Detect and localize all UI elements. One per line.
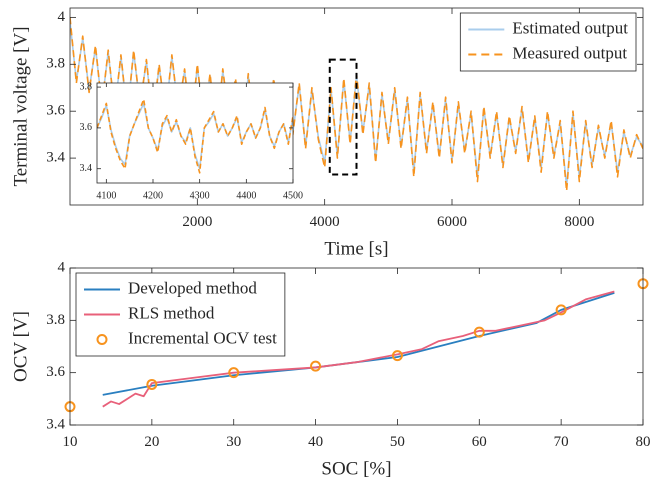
x-tick-label: 70	[554, 434, 569, 450]
marker	[391, 350, 403, 362]
y-tick-label: 3.4	[46, 150, 65, 166]
x-tick-label: 50	[390, 434, 405, 450]
x-tick-label: 30	[226, 434, 241, 450]
series-line	[102, 292, 615, 396]
y-tick-label: 3.4	[80, 163, 93, 174]
legend-swatch	[96, 334, 108, 345]
marker	[310, 360, 322, 372]
x-tick-label: 2000	[182, 214, 212, 230]
x-tick-label: 10	[63, 434, 78, 450]
x-tick-label: 40	[308, 434, 323, 450]
x-tick-label: 4200	[143, 190, 163, 201]
legend-label: Estimated output	[512, 18, 628, 37]
y-tick-label: 4	[58, 259, 66, 275]
marker	[555, 304, 567, 316]
y-axis-label: Terminal voltage [V]	[10, 26, 31, 186]
legend-label: Developed method	[128, 278, 257, 297]
zoom-region	[328, 58, 358, 176]
x-tick-label: 4400	[236, 190, 256, 201]
y-tick-label: 3.4	[46, 416, 65, 432]
x-tick-label: 80	[636, 434, 651, 450]
marker	[228, 367, 240, 379]
y-tick-label: 3.6	[46, 103, 65, 119]
x-tick-label: 60	[472, 434, 487, 450]
legend: Estimated output Measured output	[459, 12, 637, 72]
plot-area	[97, 83, 293, 183]
x-tick-label: 8000	[564, 214, 594, 230]
series-line	[102, 290, 615, 408]
legend: Developed method RLS method Incremental OC…	[75, 272, 286, 357]
y-tick-label: 3.8	[46, 312, 65, 328]
axes-frame	[69, 7, 644, 206]
marker	[473, 326, 485, 338]
y-axis-label: OCV [V]	[10, 311, 31, 382]
series-layer	[102, 290, 615, 408]
y-tick-label: 3.6	[46, 364, 65, 380]
x-axis-label: SOC [%]	[321, 458, 391, 479]
legend-frame	[459, 12, 637, 72]
axes-frame	[96, 82, 294, 184]
x-tick-label: 20	[144, 434, 159, 450]
marker	[146, 378, 158, 390]
axes-frame	[69, 267, 644, 426]
axes: 4100 4200 4300 4400 4500 3.4 3.6 3.8	[80, 81, 304, 201]
legend-label: Measured output	[512, 43, 627, 62]
y-tick-label: 3.8	[46, 56, 65, 72]
x-tick-label: 4500	[283, 190, 303, 201]
y-tick-label: 4	[58, 9, 66, 25]
legend-label: Incremental OCV test	[128, 328, 277, 347]
x-tick-label: 4000	[310, 214, 340, 230]
x-tick-label: 4100	[96, 190, 116, 201]
x-tick-label: 6000	[437, 214, 467, 230]
x-axis-label: Time [s]	[324, 238, 388, 259]
series-line	[97, 98, 293, 174]
y-tick-label: 3.6	[80, 122, 93, 133]
legend-label: RLS method	[128, 303, 215, 322]
series-layer	[97, 98, 293, 174]
x-tick-label: 4300	[190, 190, 210, 201]
y-tick-label: 3.8	[80, 81, 93, 92]
